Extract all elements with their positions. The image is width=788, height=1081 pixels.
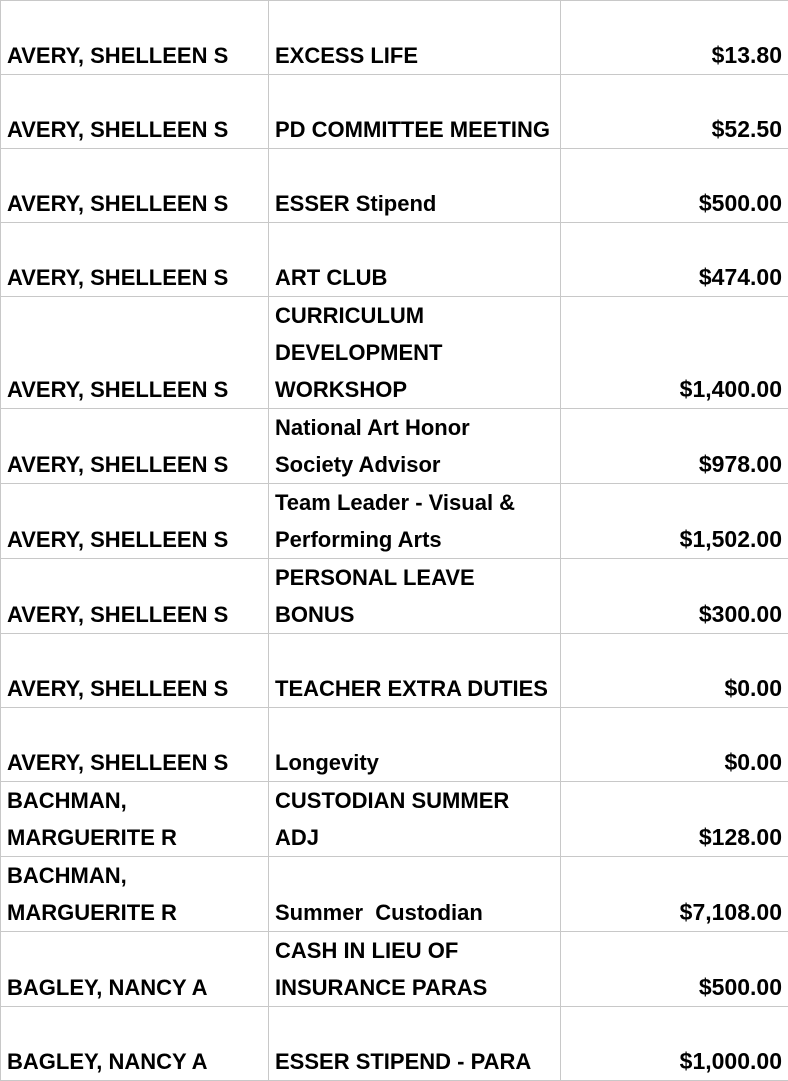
amount: $1,000.00 <box>561 1007 788 1081</box>
employee-name: AVERY, SHELLEEN S <box>1 223 269 297</box>
employee-name: AVERY, SHELLEEN S <box>1 149 269 223</box>
employee-name: AVERY, SHELLEEN S <box>1 75 269 149</box>
description: PD COMMITTEE MEETING <box>269 75 561 149</box>
amount: $0.00 <box>561 708 788 782</box>
amount: $7,108.00 <box>561 857 788 932</box>
description: CUSTODIAN SUMMER ADJ <box>269 782 561 857</box>
amount: $128.00 <box>561 782 788 857</box>
employee-name: AVERY, SHELLEEN S <box>1 409 269 484</box>
description: Team Leader - Visual & Performing Arts <box>269 484 561 559</box>
description: ART CLUB <box>269 223 561 297</box>
employee-name: AVERY, SHELLEEN S <box>1 1 269 75</box>
amount: $978.00 <box>561 409 788 484</box>
employee-name: AVERY, SHELLEEN S <box>1 559 269 634</box>
employee-name: AVERY, SHELLEEN S <box>1 484 269 559</box>
amount: $1,400.00 <box>561 297 788 409</box>
amount: $500.00 <box>561 932 788 1007</box>
amount: $52.50 <box>561 75 788 149</box>
description: CASH IN LIEU OF INSURANCE PARAS <box>269 932 561 1007</box>
description: ESSER Stipend <box>269 149 561 223</box>
description: National Art Honor Society Advisor <box>269 409 561 484</box>
employee-name: BACHMAN, MARGUERITE R <box>1 782 269 857</box>
description: PERSONAL LEAVE BONUS <box>269 559 561 634</box>
employee-name: BAGLEY, NANCY A <box>1 1007 269 1081</box>
description: Summer Custodian <box>269 857 561 932</box>
description: CURRICULUM DEVELOPMENT WORKSHOP <box>269 297 561 409</box>
description: Longevity <box>269 708 561 782</box>
employee-name: AVERY, SHELLEEN S <box>1 708 269 782</box>
amount: $300.00 <box>561 559 788 634</box>
employee-name: AVERY, SHELLEEN S <box>1 297 269 409</box>
amount: $474.00 <box>561 223 788 297</box>
amount: $500.00 <box>561 149 788 223</box>
description: ESSER STIPEND - PARA <box>269 1007 561 1081</box>
employee-name: AVERY, SHELLEEN S <box>1 634 269 708</box>
employee-name: BAGLEY, NANCY A <box>1 932 269 1007</box>
amount: $0.00 <box>561 634 788 708</box>
employee-name: BACHMAN, MARGUERITE R <box>1 857 269 932</box>
description: EXCESS LIFE <box>269 1 561 75</box>
description: TEACHER EXTRA DUTIES <box>269 634 561 708</box>
amount: $13.80 <box>561 1 788 75</box>
amount: $1,502.00 <box>561 484 788 559</box>
